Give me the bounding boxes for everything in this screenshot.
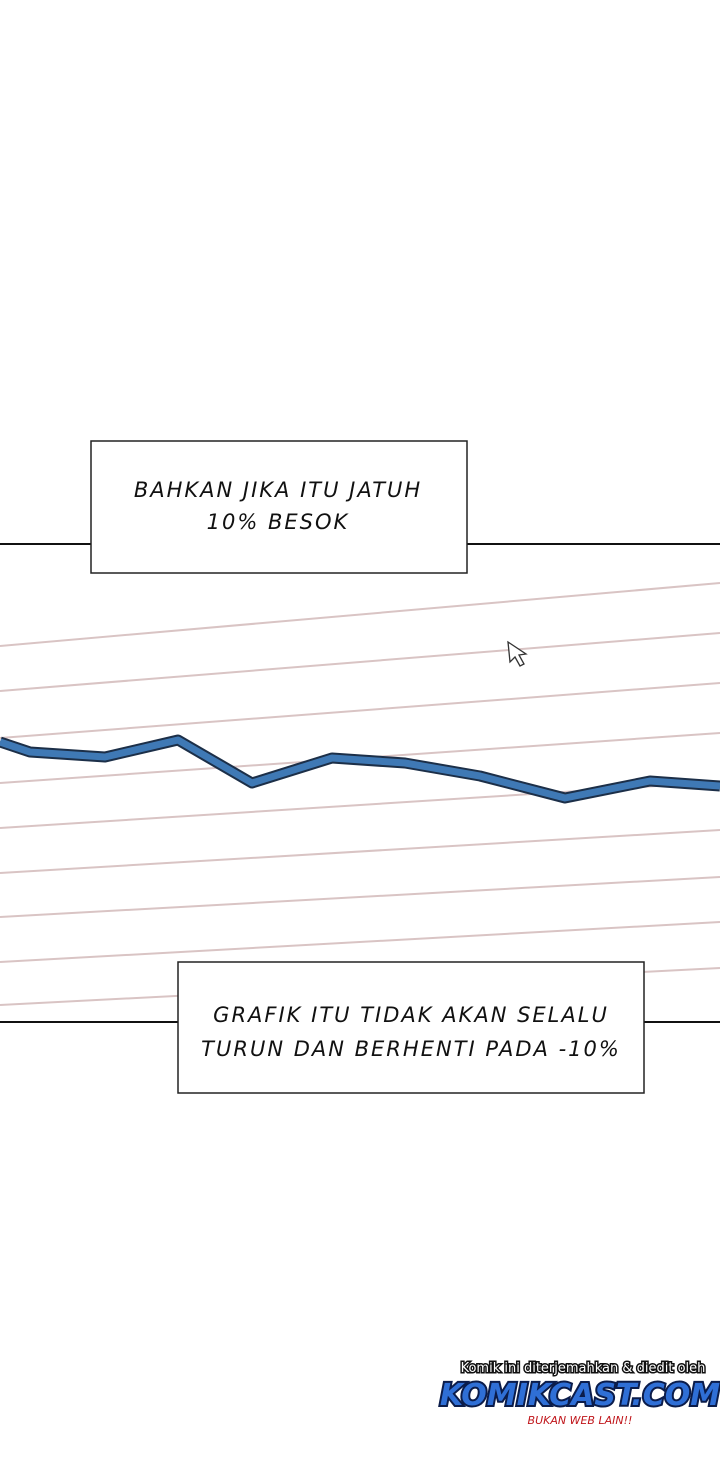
caption-box — [177, 961, 645, 1094]
caption-box — [90, 440, 468, 574]
watermark-tagline: BUKAN WEB LAIN!! — [528, 1414, 633, 1427]
trend-line — [0, 736, 720, 802]
caption-text: TURUN DAN BERHENTI PADA -10% — [201, 1037, 621, 1061]
caption-text: GRAFIK ITU TIDAK AKAN SELALU — [213, 1003, 609, 1027]
watermark-credit: Komik ini diterjemahkan & diedit oleh — [461, 1361, 706, 1376]
caption-text: BAHKAN JIKA ITU JATUH — [134, 478, 422, 502]
watermark-brand: KOMIKCAST.COM — [440, 1378, 720, 1413]
caption-text: 10% BESOK — [207, 510, 350, 534]
cursor-icon — [507, 640, 528, 667]
